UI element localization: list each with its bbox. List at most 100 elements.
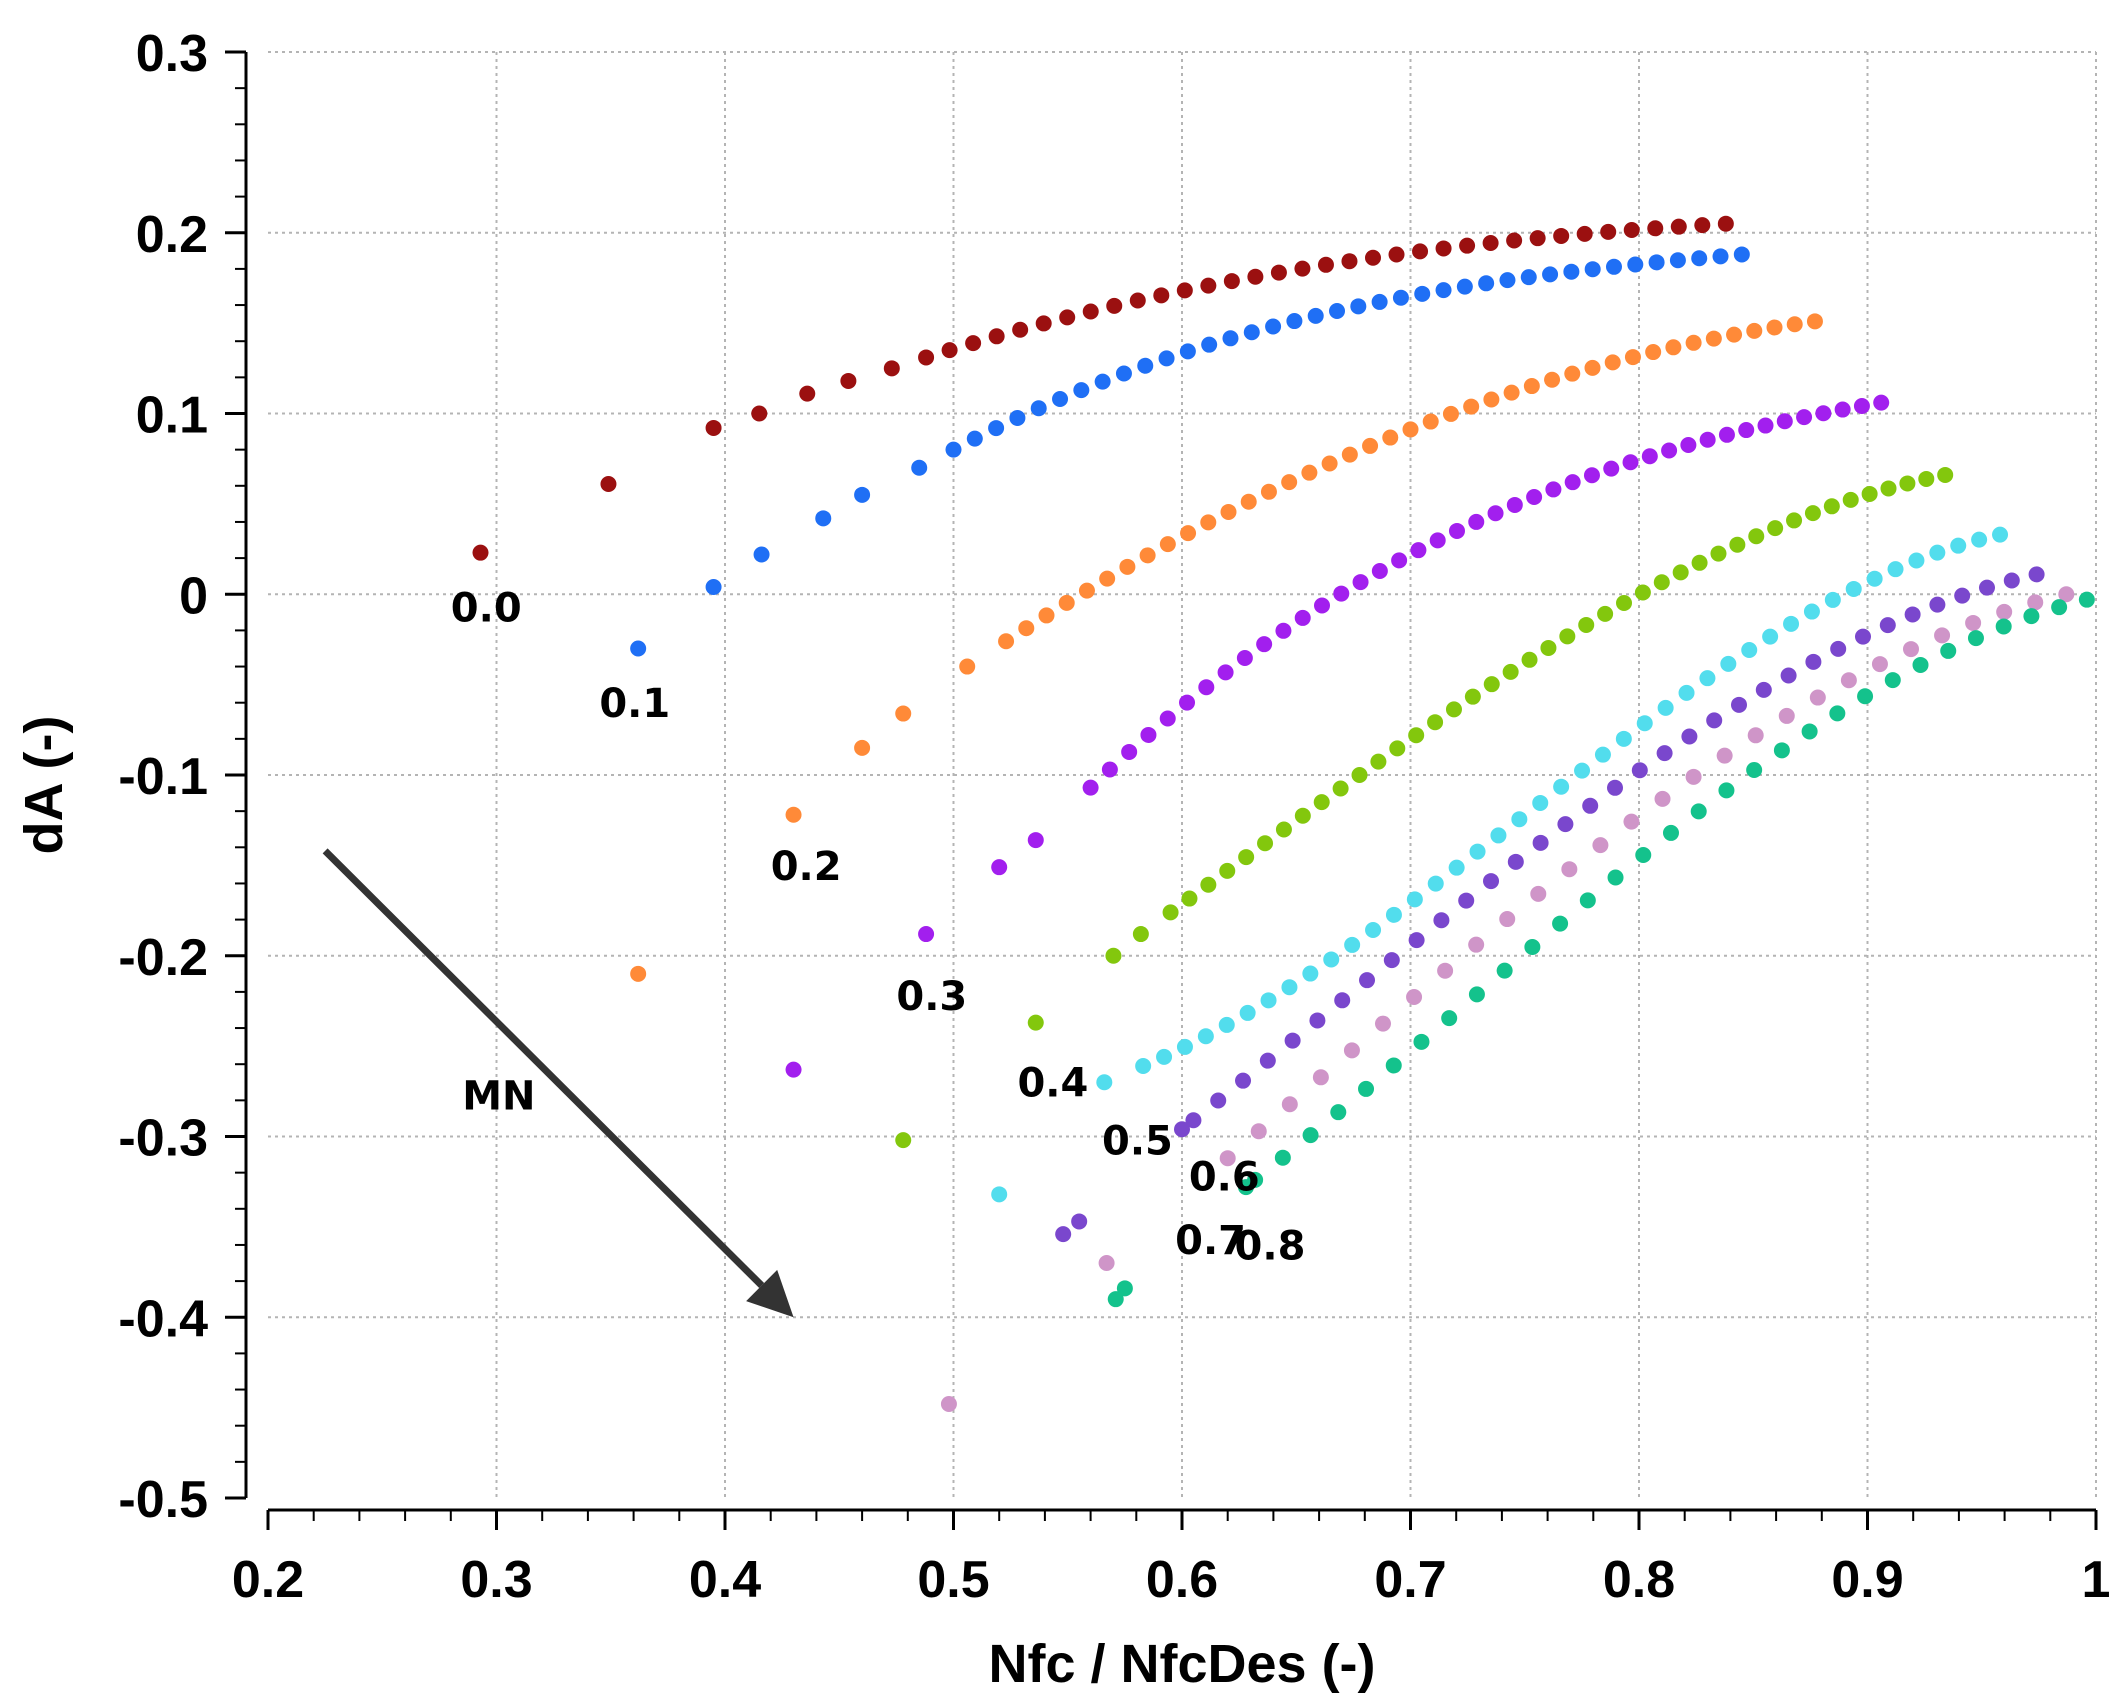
data-point-0.7 <box>1250 1123 1267 1140</box>
data-point-0.3 <box>1718 426 1735 443</box>
data-point-0.1 <box>1350 298 1367 315</box>
data-point-0.4 <box>1634 584 1651 601</box>
data-point-0.6 <box>1210 1092 1227 1109</box>
data-point-0.0 <box>941 342 958 359</box>
data-point-0.4 <box>1181 890 1198 907</box>
data-point-0.1 <box>1542 266 1559 283</box>
data-point-0.2 <box>1746 322 1763 339</box>
data-point-0.4 <box>1162 904 1179 921</box>
data-point-0.3 <box>1027 832 1044 849</box>
data-point-0.1 <box>1179 343 1196 360</box>
data-point-0.2 <box>1665 339 1682 356</box>
data-point-0.3 <box>1352 574 1369 591</box>
series-label: 0.6 <box>1189 1155 1260 1201</box>
data-point-0.1 <box>1520 269 1537 286</box>
data-point-0.1 <box>945 441 962 458</box>
series-labels: 0.0 0.1 0.2 0.3 0.4 0.5 0.6 0.70.8 <box>451 585 1306 1269</box>
data-point-0.3 <box>1082 779 1099 796</box>
data-point-0.3 <box>1699 431 1716 448</box>
data-point-0.8 <box>1496 962 1513 979</box>
data-point-0.1 <box>1371 293 1388 310</box>
data-point-0.6 <box>1507 853 1524 870</box>
data-point-0.1 <box>1201 336 1218 353</box>
data-point-0.4 <box>1464 688 1481 705</box>
data-point-0.3 <box>1603 460 1620 477</box>
data-point-0.7 <box>1437 962 1454 979</box>
data-point-0.1 <box>966 430 983 447</box>
data-point-0.4 <box>1729 536 1746 553</box>
data-point-0.2 <box>1240 493 1257 510</box>
data-point-0.4 <box>1767 520 1784 537</box>
data-point-0.6 <box>1656 745 1673 762</box>
data-point-0.4 <box>1937 466 1954 483</box>
data-point-0.8 <box>1274 1149 1291 1166</box>
data-point-0.1 <box>1691 250 1708 267</box>
data-point-0.8 <box>2023 608 2040 625</box>
data-point-0.2 <box>1200 514 1217 531</box>
data-point-0.4 <box>1294 807 1311 824</box>
data-point-0.4 <box>1540 639 1557 656</box>
data-point-0.1 <box>854 486 871 503</box>
data-point-0.7 <box>1374 1015 1391 1032</box>
data-point-0.1 <box>988 420 1005 437</box>
data-point-0.1 <box>1414 285 1431 302</box>
data-point-0.6 <box>1929 596 1946 613</box>
data-point-0.1 <box>1009 409 1026 426</box>
data-point-0.4 <box>1275 821 1292 838</box>
data-point-0.5 <box>1783 615 1800 632</box>
data-point-0.0 <box>472 544 489 561</box>
data-point-0.5 <box>991 1186 1008 1203</box>
data-point-0.5 <box>1950 537 1967 554</box>
data-point-0.8 <box>1746 761 1763 778</box>
series-label: 0.7 <box>1175 1218 1246 1264</box>
data-point-0.2 <box>1483 391 1500 408</box>
data-point-0.1 <box>1627 256 1644 273</box>
data-point-0.5 <box>1532 794 1549 811</box>
data-point-0.3 <box>1873 394 1890 411</box>
data-point-0.2 <box>1301 464 1318 481</box>
data-point-0.8 <box>2078 591 2095 608</box>
data-point-0.7 <box>1219 1150 1236 1167</box>
data-point-0.6 <box>1309 1012 1326 1029</box>
data-point-0.8 <box>1107 1291 1124 1308</box>
data-point-0.3 <box>1333 585 1350 602</box>
data-point-0.0 <box>1035 315 1052 332</box>
data-point-0.5 <box>1741 642 1758 659</box>
x-tick-label: 0.3 <box>460 1551 532 1609</box>
data-point-0.1 <box>1584 261 1601 278</box>
data-point-0.3 <box>1661 442 1678 459</box>
series-label: 0.4 <box>1017 1061 1088 1107</box>
data-point-0.8 <box>1302 1127 1319 1144</box>
data-point-0.2 <box>1564 365 1581 382</box>
data-point-0.4 <box>1672 564 1689 581</box>
data-point-0.7 <box>1996 603 2013 620</box>
data-point-0.1 <box>1563 263 1580 280</box>
data-point-0.2 <box>1604 354 1621 371</box>
data-point-0.4 <box>1521 651 1538 668</box>
data-point-0.1 <box>1478 275 1495 292</box>
data-point-0.0 <box>1082 303 1099 320</box>
data-point-0.8 <box>1607 869 1624 886</box>
data-point-0.4 <box>1445 701 1462 718</box>
data-point-0.7 <box>1530 885 1547 902</box>
data-point-0.3 <box>1159 710 1176 727</box>
data-point-0.7 <box>1809 689 1826 706</box>
data-point-0.4 <box>1899 475 1916 492</box>
data-point-0.8 <box>1385 1057 1402 1074</box>
data-point-0.4 <box>1710 545 1727 562</box>
data-point-0.0 <box>1388 246 1405 263</box>
data-point-0.7 <box>1281 1096 1298 1113</box>
y-tick-label: -0.3 <box>118 1110 208 1168</box>
data-point-0.0 <box>1623 222 1640 239</box>
data-point-0.3 <box>785 1061 802 1078</box>
y-tick-label: 0.2 <box>136 206 208 264</box>
data-point-0.2 <box>1442 405 1459 422</box>
data-point-0.4 <box>1238 849 1255 866</box>
data-point-0.0 <box>751 405 768 422</box>
data-point-0.5 <box>1887 561 1904 578</box>
x-tick-label: 0.9 <box>1831 1551 1903 1609</box>
data-point-0.0 <box>965 335 982 352</box>
grid <box>268 51 2097 1498</box>
data-point-0.5 <box>1281 979 1298 996</box>
data-point-0.1 <box>1094 373 1111 390</box>
